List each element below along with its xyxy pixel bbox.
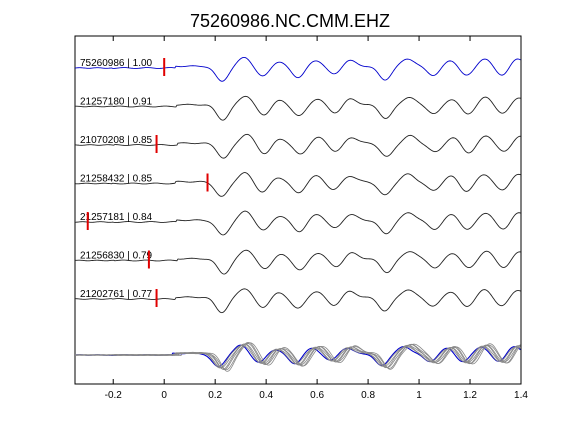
stack-trace-5 <box>74 341 521 371</box>
x-tick-label-0: -0.2 <box>105 390 123 401</box>
trace-2 <box>74 133 521 159</box>
trace-0 <box>74 56 521 82</box>
stack-trace-6 <box>74 342 521 372</box>
x-tick-label-7: 1.2 <box>463 390 477 401</box>
x-tick-label-1: 0 <box>161 390 167 401</box>
x-axis: -0.2 0 0.2 0.4 0.6 0.8 1 1.2 1.4 <box>105 36 528 401</box>
trace-label-3: 21258432 | 0.85 <box>80 174 153 185</box>
trace-label-1: 21257180 | 0.91 <box>80 97 153 108</box>
trace-1 <box>74 95 521 121</box>
trace-4 <box>74 210 521 236</box>
stack-trace-4 <box>74 343 521 371</box>
x-tick-label-4: 0.6 <box>310 390 324 401</box>
x-tick-label-3: 0.4 <box>259 390 273 401</box>
stack-layer <box>74 341 521 372</box>
plot-frame <box>74 35 522 385</box>
x-tick-label-6: 1 <box>416 390 422 401</box>
trace-label-0: 75260986 | 1.00 <box>80 58 153 69</box>
trace-label-2: 21070208 | 0.85 <box>80 135 153 146</box>
traces-layer: 75260986 | 1.00 21257180 | 0.91 21070208 |… <box>74 56 521 314</box>
trace-6 <box>74 288 521 314</box>
trace-3 <box>74 172 521 197</box>
trace-label-5: 21256830 | 0.79 <box>80 251 153 262</box>
trace-label-6: 21202761 | 0.77 <box>80 289 153 300</box>
x-tick-label-2: 0.2 <box>208 390 222 401</box>
trace-label-4: 21257181 | 0.84 <box>80 212 153 223</box>
x-tick-label-8: 1.4 <box>514 390 528 401</box>
x-tick-label-5: 0.8 <box>361 390 375 401</box>
chart-title: 75260986.NC.CMM.EHZ <box>190 11 390 31</box>
